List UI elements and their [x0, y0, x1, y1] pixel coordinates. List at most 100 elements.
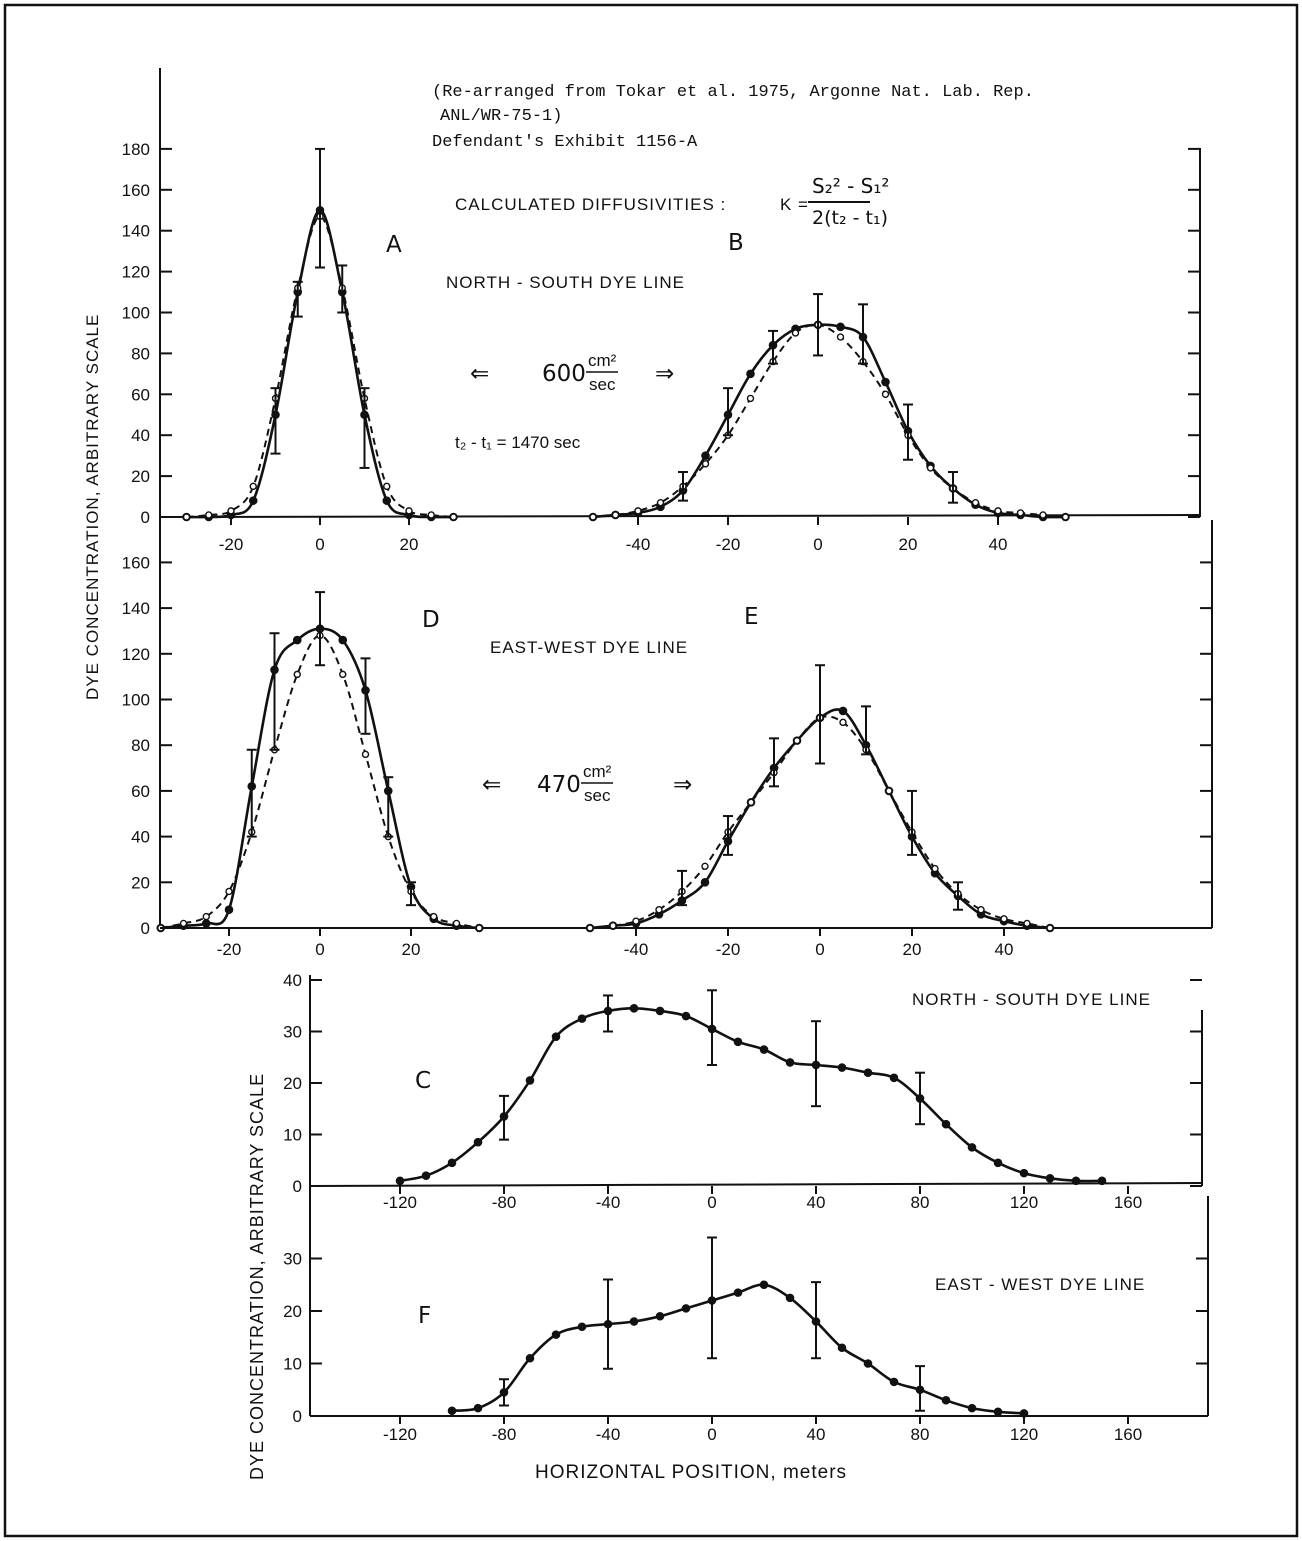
C-data-point: [837, 1063, 847, 1072]
F-data-point: [655, 1311, 665, 1321]
B-data-point: [701, 460, 710, 468]
A-data-point: [382, 496, 392, 505]
C-series-solid-line: [399, 1006, 1103, 1183]
formula-numerator: S₂² - S₁²: [812, 174, 889, 198]
B-data-point: [926, 464, 935, 472]
C-data-point: [629, 1004, 639, 1013]
A-ytick-label: 80: [131, 344, 150, 363]
B-xtick-label: 0: [813, 535, 822, 554]
E-data-point: [885, 787, 893, 795]
F-series-solid-line: [451, 1283, 1025, 1415]
D-series-solid-line: [160, 627, 480, 930]
A-data-point: [249, 482, 257, 491]
B-data-point: [971, 498, 980, 507]
D-data-point: [452, 919, 461, 928]
panel-label-F: F: [418, 1303, 431, 1329]
source-note-line3: Defendant's Exhibit 1156-A: [432, 133, 698, 152]
panel-label-E: E: [744, 604, 759, 630]
C-data-point: [577, 1014, 587, 1023]
F-data-point: [993, 1407, 1003, 1417]
A-ytick-label: 0: [141, 508, 150, 527]
A-xtick-label: 0: [315, 535, 324, 554]
formula-lhs: K =: [780, 195, 809, 214]
C-ytick-label: 40: [283, 971, 302, 990]
B-xtick-label: -20: [716, 535, 741, 554]
E-data-point: [701, 862, 709, 871]
dt-annotation: t₂ - t₁ = 1470 sec: [455, 433, 581, 452]
F-xtick-label: -80: [492, 1425, 517, 1444]
B-data-point: [746, 369, 755, 379]
D-ytick-label: 40: [131, 828, 150, 847]
C-ytick-label: 20: [283, 1074, 302, 1093]
D-ytick-label: 0: [141, 919, 150, 938]
A-data-point: [427, 511, 435, 519]
B-data-point: [656, 498, 665, 507]
C-data-point: [889, 1073, 899, 1083]
C-data-point: [395, 1176, 405, 1186]
C-data-point: [967, 1143, 977, 1152]
C-xtick-label: -80: [492, 1193, 517, 1212]
C-data-point: [421, 1171, 431, 1180]
D-xtick-label: 20: [402, 940, 421, 959]
F-xtick-label: 40: [807, 1425, 826, 1444]
A-data-point: [449, 513, 458, 521]
B-data-point: [881, 377, 890, 387]
A-data-point: [383, 482, 391, 491]
B-series-solid-line: [592, 323, 1066, 519]
E-data-point: [1023, 919, 1031, 928]
source-note-line1: (Re-arranged from Tokar et al. 1975, Arg…: [432, 83, 1034, 102]
ew-arrow-right-icon: ⇒: [673, 772, 692, 798]
A-ytick-label: 120: [122, 263, 150, 282]
formula-label: CALCULATED DIFFUSIVITIES :: [455, 195, 726, 214]
B-data-point: [836, 333, 845, 341]
ns-k-unit-num: cm²: [588, 351, 617, 370]
A-data-point: [182, 513, 191, 521]
C-xtick-label: 80: [911, 1193, 930, 1212]
outer-frame: [3, 3, 1299, 1538]
E-data-point: [632, 917, 640, 925]
F-xtick-label: 80: [911, 1425, 930, 1444]
F-xtick-label: 120: [1010, 1425, 1038, 1444]
A-ytick-label: 60: [131, 385, 150, 404]
ns-k-value: 600: [542, 361, 586, 387]
F-xtick-label: 0: [707, 1425, 716, 1444]
D-data-point: [293, 670, 301, 679]
D-ytick-label: 100: [122, 691, 150, 710]
D-series-dashed-line: [160, 634, 480, 929]
B-data-point: [701, 451, 710, 460]
lower-x-axis-label: HORIZONTAL POSITION, meters: [535, 1462, 847, 1483]
A-ytick-label: 140: [122, 222, 150, 241]
C-data-point: [655, 1006, 665, 1016]
ns-dye-line-label: NORTH - SOUTH DYE LINE: [446, 273, 685, 292]
F-data-point: [863, 1359, 873, 1368]
F-data-point: [551, 1330, 561, 1339]
F-data-point: [473, 1403, 483, 1413]
A-ytick-label: 20: [131, 467, 150, 486]
D-data-point: [430, 912, 438, 921]
ew-dye-line-label-f: EAST - WEST DYE LINE: [935, 1275, 1145, 1294]
upper-y-axis-label: DYE CONCENTRATION, ARBITRARY SCALE: [83, 314, 102, 700]
E-data-point: [609, 922, 617, 930]
F-data-point: [733, 1288, 743, 1297]
B-data-point: [881, 390, 890, 398]
c-x-axis: [309, 1182, 1203, 1187]
F-ytick-label: 30: [283, 1250, 302, 1269]
C-xtick-label: 120: [1010, 1193, 1038, 1212]
C-ytick-label: 10: [283, 1126, 302, 1145]
D-xtick-label: -20: [217, 940, 242, 959]
C-data-point: [785, 1058, 795, 1067]
C-data-point: [447, 1158, 457, 1168]
C-xtick-label: 160: [1114, 1193, 1142, 1212]
F-data-point: [525, 1353, 535, 1363]
D-ytick-label: 20: [131, 873, 150, 892]
B-data-point: [1039, 511, 1047, 519]
A-data-point: [227, 507, 235, 515]
B-xtick-label: 20: [899, 535, 918, 554]
F-data-point: [837, 1343, 847, 1353]
E-data-point: [1046, 924, 1054, 932]
C-data-point: [1019, 1168, 1029, 1178]
E-data-point: [586, 924, 594, 932]
ew-arrow-left-icon: ⇐: [482, 772, 501, 798]
F-data-point: [577, 1322, 587, 1332]
B-data-point: [589, 513, 597, 521]
